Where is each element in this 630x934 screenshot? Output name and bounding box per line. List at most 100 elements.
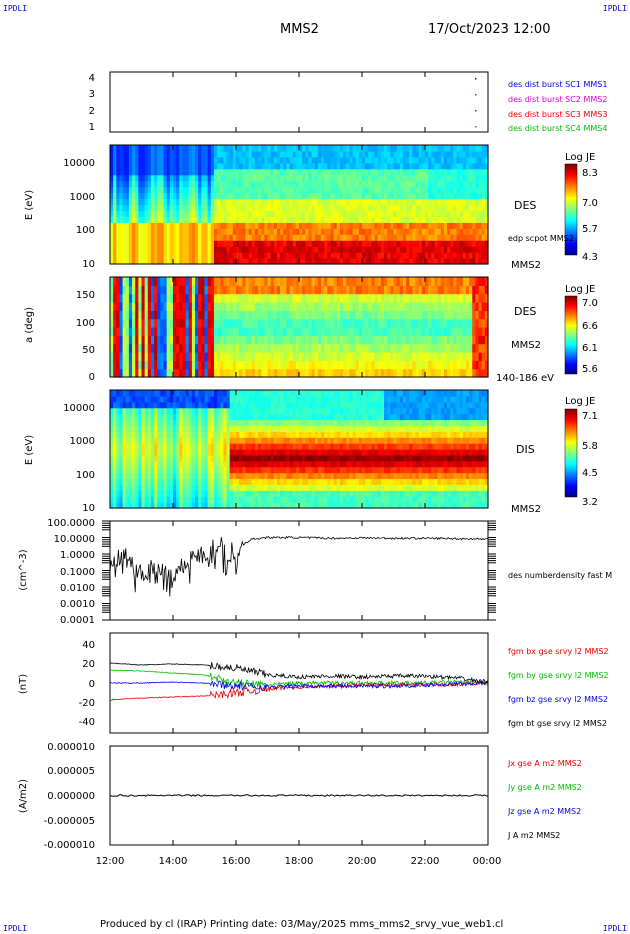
dis-energy-spectrogram-cell	[110, 431, 114, 438]
des-pitch-spectrogram-cell	[289, 343, 294, 353]
des-energy-spectrogram-cell	[113, 246, 117, 253]
des-energy-spectrogram-cell	[273, 180, 278, 188]
des-energy-spectrogram-cell	[223, 192, 228, 200]
des-energy-spectrogram-cell	[443, 192, 448, 200]
dis-energy-spectrogram-cell	[261, 419, 265, 426]
des-energy-spectrogram-cell	[270, 258, 275, 265]
des-pitch-spectrogram-cell	[421, 302, 426, 311]
dis-energy-spectrogram-cell	[289, 472, 294, 480]
des-pitch-spectrogram-cell	[286, 310, 291, 320]
des-energy-spectrogram-cell	[173, 198, 177, 206]
des-pitch-spectrogram-cell	[418, 277, 423, 286]
des-energy-spectrogram-cell	[302, 234, 306, 241]
dis-energy-spectrogram-cell	[128, 419, 133, 426]
des-energy-spectrogram-cell	[286, 186, 291, 194]
des-energy-spectrogram-cell	[236, 210, 240, 217]
dis-energy-spectrogram-cell	[283, 454, 287, 462]
des-energy-spectrogram-cell	[399, 210, 404, 217]
des-pitch-spectrogram-cell	[242, 360, 247, 370]
des-energy-spectrogram-cell	[415, 150, 420, 158]
des-energy-spectrogram-cell	[387, 240, 391, 247]
des-pitch-spectrogram-cell	[443, 368, 448, 378]
des-pitch-spectrogram-cell	[368, 360, 373, 370]
des-pitch-spectrogram-cell	[267, 277, 272, 286]
des-energy-spectrogram-cell	[472, 222, 476, 229]
des-pitch-spectrogram-cell	[270, 318, 275, 328]
dis-energy-spectrogram-cell	[119, 484, 124, 491]
des-pitch-spectrogram-cell	[289, 335, 294, 345]
dis-energy-spectrogram-cell	[210, 401, 215, 409]
des-pitch-spectrogram-cell	[399, 302, 404, 311]
des-energy-spectrogram-cell	[270, 168, 275, 176]
des-energy-spectrogram-cell	[176, 210, 180, 217]
dis-energy-spectrogram-cell	[201, 472, 206, 480]
dis-energy-spectrogram-cell	[201, 407, 206, 415]
des-energy-spectrogram-cell	[437, 145, 442, 152]
dis-energy-spectrogram-cell	[201, 449, 206, 456]
des-pitch-spectrogram-cell	[399, 293, 404, 303]
des-energy-spectrogram-cell	[110, 168, 114, 176]
dis-energy-spectrogram-cell	[229, 437, 234, 444]
des-energy-spectrogram-cell	[125, 162, 130, 170]
des-energy-spectrogram-cell	[128, 198, 133, 206]
des-energy-spectrogram-cell	[349, 156, 354, 164]
dis-energy-spectrogram-cell	[144, 390, 149, 397]
dis-energy-spectrogram-cell	[182, 443, 187, 450]
des-pitch-spectrogram-cell	[154, 285, 158, 295]
des-energy-spectrogram-cell	[343, 204, 347, 212]
dis-energy-spectrogram-cell	[226, 431, 231, 438]
des-pitch-spectrogram-cell	[191, 360, 196, 370]
des-energy-spectrogram-cell	[295, 204, 300, 212]
des-energy-spectrogram-cell	[484, 216, 489, 223]
des-pitch-spectrogram-cell	[138, 318, 143, 328]
des-energy-spectrogram-cell	[317, 186, 322, 194]
des-energy-spectrogram-cell	[283, 234, 287, 241]
dis-energy-spectrogram-cell	[289, 466, 294, 474]
des-energy-spectrogram-cell	[406, 198, 410, 206]
des-energy-spectrogram-cell	[128, 234, 133, 241]
des-pitch-spectrogram-cell	[358, 302, 363, 311]
dis-energy-spectrogram-cell	[217, 401, 221, 409]
des-energy-spectrogram-cell	[276, 192, 281, 200]
des-energy-spectrogram-cell	[428, 228, 432, 235]
des-energy-spectrogram-cell	[406, 174, 410, 182]
des-pitch-spectrogram-cell	[349, 277, 354, 286]
des-energy-spectrogram-cell	[393, 210, 398, 217]
des-energy-spectrogram-cell	[220, 180, 224, 188]
des-pitch-spectrogram-cell	[154, 327, 158, 336]
des-energy-spectrogram-cell	[339, 258, 344, 265]
des-pitch-spectrogram-cell	[314, 293, 319, 303]
des-pitch-spectrogram-cell	[368, 352, 373, 361]
des-energy-spectrogram-cell	[421, 210, 426, 217]
dis-energy-spectrogram-cell	[179, 437, 184, 444]
dis-energy-spectrogram-cell	[289, 490, 294, 497]
des-pitch-spectrogram-cell	[321, 360, 325, 370]
des-pitch-spectrogram-cell	[362, 293, 366, 303]
dis-energy-spectrogram-cell	[147, 413, 152, 421]
des-energy-spectrogram-cell	[141, 240, 146, 247]
des-pitch-spectrogram-cell	[302, 318, 306, 328]
dis-energy-spectrogram-cell	[169, 460, 174, 468]
dis-energy-spectrogram-cell	[185, 390, 190, 397]
des-energy-spectrogram-cell	[223, 198, 228, 206]
dis-energy-spectrogram-cell	[141, 413, 146, 421]
des-energy-spectrogram-cell	[160, 222, 165, 229]
des-energy-spectrogram-cell	[299, 162, 303, 170]
des-energy-spectrogram-cell	[232, 145, 237, 152]
des-energy-spectrogram-cell	[450, 145, 454, 152]
des-energy-spectrogram-cell	[169, 198, 174, 206]
des-energy-spectrogram-cell	[251, 145, 256, 152]
des-energy-spectrogram-cell	[346, 156, 350, 164]
des-energy-spectrogram-cell	[472, 186, 476, 194]
des-energy-spectrogram-cell	[264, 198, 269, 206]
des-pitch-spectrogram-cell	[292, 318, 297, 328]
des-energy-spectrogram-cell	[264, 174, 269, 182]
des-pitch-spectrogram-cell	[399, 285, 404, 295]
des-pitch-spectrogram-cell	[321, 327, 325, 336]
des-energy-spectrogram-cell	[324, 234, 328, 241]
des-energy-spectrogram-cell	[280, 180, 284, 188]
dis-energy-spectrogram-cell	[147, 437, 152, 444]
des-energy-spectrogram-cell	[484, 168, 489, 176]
des-pitch-spectrogram-cell	[267, 360, 272, 370]
des-pitch-spectrogram-cell	[176, 310, 180, 320]
